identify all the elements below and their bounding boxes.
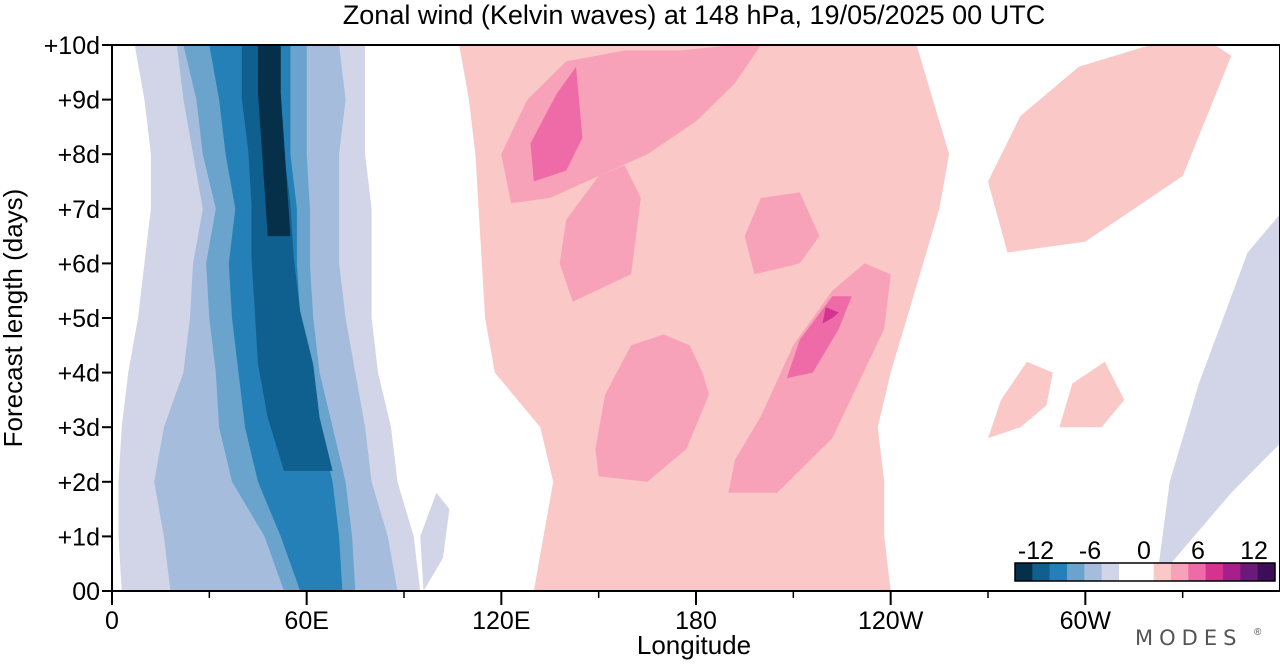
contour-fields bbox=[118, 45, 1280, 591]
y-tick-label: +2d bbox=[58, 469, 100, 497]
patch-east-patch-c bbox=[559, 165, 641, 302]
colorbar-swatch bbox=[1136, 563, 1155, 581]
modes-logo: MODES ® bbox=[1135, 626, 1262, 650]
colorbar-swatch bbox=[1032, 563, 1051, 581]
colorbar-label: -12 bbox=[1018, 537, 1054, 565]
colorbar-label: 0 bbox=[1137, 537, 1151, 565]
svg-text:®: ® bbox=[1254, 627, 1262, 638]
patch-east-patch-g bbox=[530, 66, 583, 182]
colorbar-swatch bbox=[1101, 563, 1120, 581]
patch-far-east-easterly bbox=[988, 361, 1053, 439]
y-tick-label: +7d bbox=[58, 196, 100, 224]
colorbar-swatch bbox=[1119, 563, 1137, 581]
x-tick-label: 180 bbox=[675, 607, 717, 635]
patch-east-patch-f bbox=[786, 296, 852, 379]
plot-area bbox=[111, 44, 1280, 592]
y-tick-label: +10d bbox=[44, 32, 100, 60]
colorbar-swatch bbox=[1223, 563, 1241, 581]
colorbar-swatch bbox=[1188, 563, 1207, 581]
patch-east-patch-a bbox=[595, 334, 709, 482]
y-axis-label: Forecast length (days) bbox=[0, 189, 28, 448]
x-tick-label: 60W bbox=[1060, 607, 1112, 635]
y-tick-label: +8d bbox=[58, 141, 100, 169]
patch-east-patch-b bbox=[728, 263, 891, 493]
patch-low-left-westerly bbox=[420, 492, 450, 591]
colorbar-label: -6 bbox=[1079, 537, 1101, 565]
colorbar-swatch bbox=[1205, 563, 1224, 581]
colorbar-swatch bbox=[1240, 563, 1259, 581]
y-tick-label: +6d bbox=[58, 250, 100, 278]
colorbar-swatch bbox=[1015, 563, 1033, 581]
y-axis: 00 +1d +2d +3d +4d +5d +6d +7d +8d +9d +10d bbox=[44, 32, 112, 606]
band-westerly-max bbox=[258, 45, 291, 237]
colorbar: -12 -6 0 6 12 bbox=[1014, 537, 1276, 582]
svg-text:MODES: MODES bbox=[1135, 626, 1242, 650]
x-axis: 0 60E 120E 180 120W 60W bbox=[105, 591, 1184, 635]
colorbar-swatch bbox=[1153, 563, 1172, 581]
colorbar-label: 12 bbox=[1240, 537, 1268, 565]
x-tick-label: 60E bbox=[284, 607, 328, 635]
y-tick-label: +5d bbox=[58, 305, 100, 333]
x-tick-label: 120E bbox=[472, 607, 530, 635]
colorbar-swatch bbox=[1171, 563, 1189, 581]
x-tick-label: 0 bbox=[105, 607, 119, 635]
patch-east-patch-e bbox=[744, 192, 820, 275]
colorbar-frame bbox=[1014, 562, 1276, 582]
patch-far-east-easterly-2 bbox=[1059, 361, 1125, 428]
chart-title: Zonal wind (Kelvin waves) at 148 hPa, 19… bbox=[343, 0, 1045, 30]
colorbar-swatch bbox=[1067, 563, 1085, 581]
colorbar-label: 6 bbox=[1191, 537, 1205, 565]
patch-far-west-westerly bbox=[1156, 214, 1280, 581]
colorbar-swatch bbox=[1049, 563, 1068, 581]
y-tick-label: 00 bbox=[72, 578, 100, 606]
colorbar-swatch bbox=[1084, 563, 1103, 581]
y-tick-label: +4d bbox=[58, 360, 100, 388]
colorbar-swatch bbox=[1257, 563, 1276, 581]
x-axis-label: Longitude bbox=[637, 630, 751, 660]
patch-east-patch-h bbox=[822, 307, 839, 324]
y-tick-label: +3d bbox=[58, 414, 100, 442]
x-tick-label: 120W bbox=[858, 607, 924, 635]
patch-upper-right-easterly bbox=[988, 45, 1232, 253]
y-tick-label: +9d bbox=[58, 87, 100, 115]
y-tick-label: +1d bbox=[58, 523, 100, 551]
